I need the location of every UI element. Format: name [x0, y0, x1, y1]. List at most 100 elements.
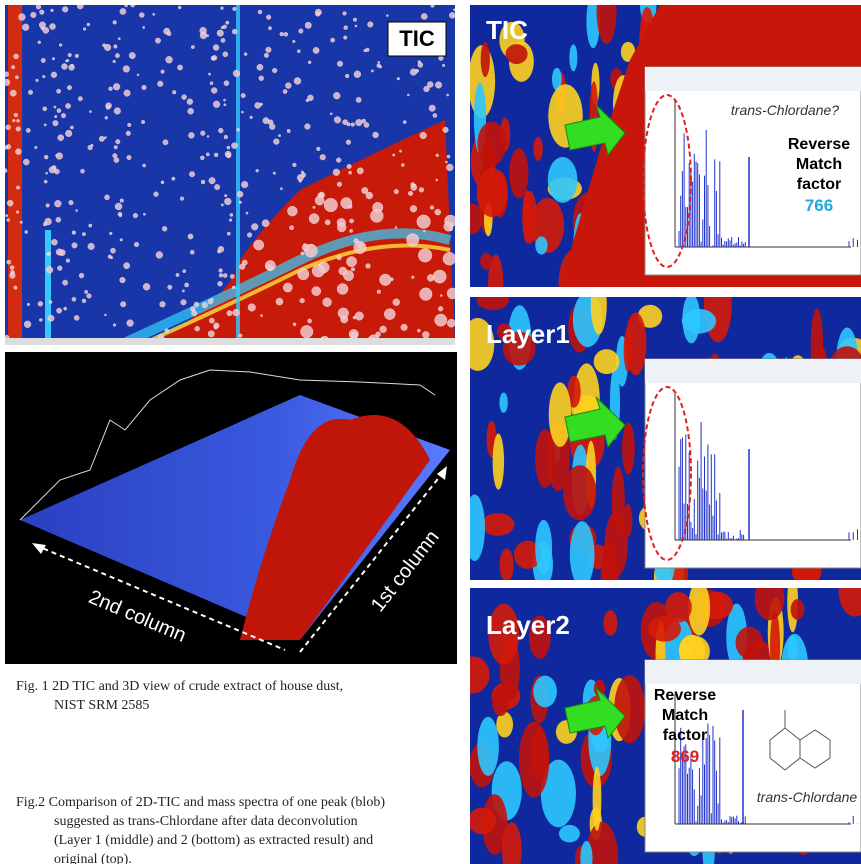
peak-marker — [56, 89, 60, 93]
peak-marker — [221, 7, 224, 10]
peak-marker — [56, 308, 61, 313]
match-label: factor — [663, 727, 707, 744]
peak-marker — [84, 290, 87, 293]
peak-marker — [161, 70, 165, 74]
peak-marker — [114, 145, 117, 148]
peak-marker — [46, 267, 53, 274]
peak-marker — [278, 134, 280, 136]
peak-marker — [154, 192, 159, 197]
peak-marker — [200, 131, 205, 136]
peak-marker — [239, 264, 245, 270]
peak-marker — [224, 104, 226, 106]
heat-blob — [755, 576, 785, 620]
heat-blob — [624, 329, 632, 371]
peak-marker — [298, 269, 309, 280]
peak-marker — [189, 171, 195, 177]
peak-marker — [247, 233, 252, 238]
peak-marker — [70, 126, 73, 129]
peak-marker — [211, 87, 217, 93]
peak-marker — [139, 13, 144, 18]
peak-marker — [289, 225, 293, 229]
peak-marker — [447, 94, 449, 96]
peak-marker — [254, 240, 264, 250]
peak-marker — [125, 4, 128, 7]
peak-marker — [49, 23, 55, 29]
peak-marker — [435, 314, 447, 326]
peak-marker — [72, 231, 76, 235]
peak-marker — [36, 4, 41, 9]
peak-marker — [284, 32, 288, 36]
peak-marker — [44, 155, 48, 159]
caption-line: original (top). — [54, 852, 132, 864]
peak-marker — [272, 68, 277, 73]
peak-marker — [120, 238, 123, 241]
peak-marker — [178, 6, 181, 9]
peak-marker — [403, 121, 406, 124]
peak-marker — [384, 309, 395, 320]
peak-marker — [181, 299, 187, 305]
peak-marker — [46, 204, 50, 208]
peak-marker — [344, 26, 348, 30]
peak-marker — [345, 74, 349, 78]
spectrum-window — [645, 359, 861, 568]
compound-name: trans-Chlordane — [757, 789, 858, 805]
peak-marker — [167, 32, 171, 36]
peak-marker — [192, 311, 198, 317]
peak-marker — [212, 55, 217, 60]
peak-marker — [443, 127, 449, 133]
caption-line: suggested as trans-Chlordane after data … — [54, 814, 358, 829]
peak-marker — [349, 205, 353, 209]
peak-marker — [418, 62, 423, 67]
peak-marker — [129, 52, 135, 58]
peak-marker — [366, 264, 371, 269]
heat-blob — [614, 675, 645, 743]
peak-marker — [258, 10, 262, 14]
peak-marker — [157, 81, 163, 87]
peak-marker — [87, 23, 90, 26]
peak-marker — [91, 144, 93, 146]
peak-marker — [218, 281, 223, 286]
window-titlebar — [645, 67, 861, 91]
peak-marker — [11, 65, 14, 68]
peak-marker — [313, 206, 316, 209]
peak-marker — [355, 312, 364, 321]
peak-marker — [188, 108, 194, 114]
peak-marker — [246, 212, 248, 214]
peak-marker — [251, 223, 258, 230]
x-axis-strip — [5, 338, 455, 345]
peak-marker — [241, 181, 248, 188]
peak-marker — [315, 196, 324, 205]
peak-marker — [337, 283, 348, 294]
heat-blob — [533, 137, 542, 161]
peak-marker — [300, 325, 312, 337]
peak-marker — [127, 320, 134, 327]
peak-marker — [38, 41, 41, 44]
peak-marker — [44, 180, 47, 183]
peak-marker — [188, 234, 193, 239]
peak-marker — [182, 290, 184, 292]
peak-marker — [160, 301, 166, 307]
figure: TIC2nd column1st columnFig. 1 2D TIC and… — [0, 0, 861, 864]
peak-marker — [224, 198, 231, 205]
peak-marker — [43, 107, 47, 111]
peak-marker — [113, 60, 116, 63]
peak-marker — [172, 177, 175, 180]
peak-marker — [283, 283, 292, 292]
peak-marker — [393, 154, 395, 156]
peak-marker — [224, 81, 229, 86]
heat-blob — [570, 521, 595, 587]
peak-marker — [351, 123, 355, 127]
peak-marker — [39, 318, 42, 321]
peak-marker — [12, 119, 15, 122]
peak-marker — [429, 105, 435, 111]
peak-marker — [115, 53, 119, 57]
peak-marker — [54, 115, 57, 118]
peak-marker — [423, 230, 425, 232]
peak-marker — [445, 161, 447, 163]
peak-marker — [120, 8, 126, 14]
peak-marker — [65, 103, 70, 108]
peak-marker — [356, 97, 361, 102]
heat-blob — [481, 42, 490, 78]
peak-marker — [133, 213, 138, 218]
peak-marker — [417, 215, 431, 229]
